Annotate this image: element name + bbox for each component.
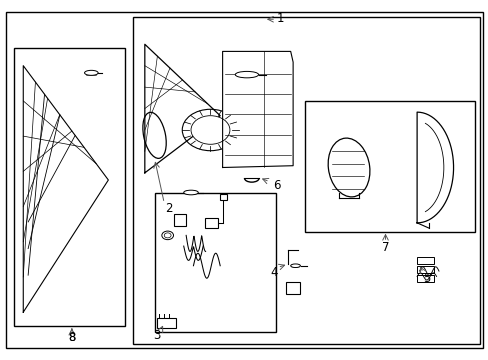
Text: 3: 3 [153, 329, 161, 342]
Circle shape [191, 116, 229, 144]
Bar [204, 217, 217, 228]
Bar [416, 275, 433, 282]
Ellipse shape [235, 71, 258, 78]
Bar [157, 318, 176, 328]
Bar [14, 48, 125, 327]
Bar [305, 102, 474, 232]
Bar [174, 214, 186, 226]
Ellipse shape [183, 190, 198, 195]
Circle shape [164, 233, 171, 238]
Text: 1: 1 [276, 12, 284, 25]
Text: 6: 6 [272, 179, 280, 192]
Ellipse shape [142, 112, 166, 158]
Text: 5: 5 [422, 272, 429, 285]
Text: 4: 4 [269, 266, 277, 279]
Bar [154, 193, 276, 332]
Polygon shape [222, 51, 292, 167]
Ellipse shape [290, 264, 300, 267]
Circle shape [162, 231, 173, 240]
Text: 8: 8 [68, 331, 76, 344]
Bar [285, 282, 300, 294]
Polygon shape [23, 66, 108, 312]
Bar [416, 257, 433, 264]
Circle shape [182, 109, 238, 151]
Polygon shape [144, 44, 220, 173]
Bar [416, 266, 433, 273]
Text: 2: 2 [165, 202, 173, 215]
Bar [220, 194, 227, 200]
Bar [132, 18, 479, 344]
Ellipse shape [327, 138, 369, 197]
Ellipse shape [84, 70, 98, 75]
Polygon shape [416, 112, 452, 223]
Text: 7: 7 [381, 241, 388, 255]
Text: 8: 8 [68, 333, 75, 343]
